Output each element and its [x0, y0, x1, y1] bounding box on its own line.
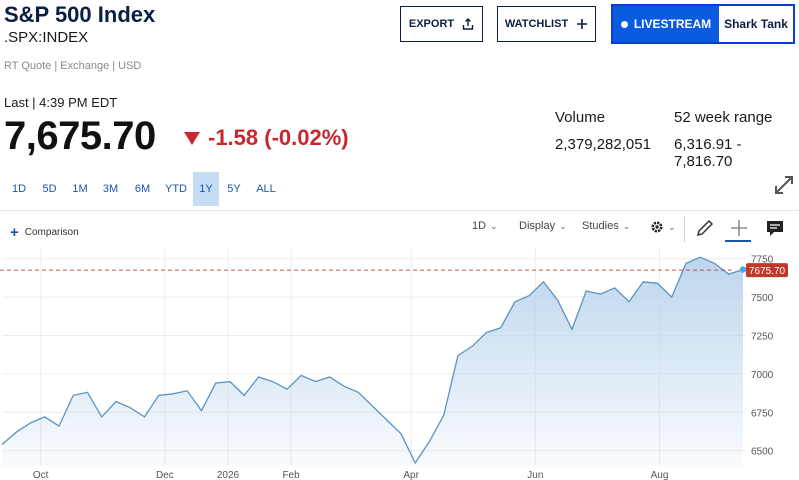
range-tab-3m[interactable]: 3M [102, 183, 119, 195]
show-link[interactable]: Shark Tank [724, 17, 788, 31]
range-tab-5d[interactable]: 5D [42, 183, 57, 195]
price-line [1, 256, 744, 465]
display-label: Display [519, 220, 556, 232]
x-tick-label: Aug [651, 470, 669, 480]
display-dropdown[interactable]: Display ⌄ [519, 220, 567, 232]
y-tick-label: 7750 [751, 255, 774, 266]
plus-icon [577, 19, 588, 29]
price-change-value: -1.58 (-0.02%) [208, 125, 349, 150]
livestream-widget: LIVESTREAM Shark Tank [611, 4, 795, 44]
livestream-label: LIVESTREAM [633, 17, 712, 31]
range-value: 6,316.91 - 7,816.70 [674, 136, 742, 170]
range-tab-1d[interactable]: 1D [11, 183, 27, 195]
range-tab-1m[interactable]: 1M [72, 183, 88, 195]
add-icon: + [10, 224, 19, 241]
range-tab-5y[interactable]: 5Y [227, 183, 241, 195]
y-tick-label: 7250 [751, 332, 774, 343]
x-tick-label: Dec [156, 470, 174, 480]
y-tick-label: 7500 [751, 293, 774, 304]
x-tick-label: Oct [33, 470, 49, 480]
chevron-down-icon: ⌄ [559, 220, 567, 231]
studies-dropdown[interactable]: Studies ⌄ [582, 220, 630, 232]
interval-dropdown[interactable]: 1D ⌄ [472, 220, 498, 232]
quote-meta: RT Quote | Exchange | USD [4, 60, 142, 72]
range-tab-all[interactable]: ALL [256, 183, 276, 195]
comment-icon[interactable] [764, 217, 786, 239]
y-tick-label: 6750 [751, 408, 774, 419]
export-button[interactable]: EXPORT [400, 6, 483, 42]
comparison-button[interactable]: + Comparison [10, 224, 79, 241]
range-tab-ytd[interactable]: YTD [165, 183, 187, 195]
x-tick-label: Apr [403, 470, 419, 480]
last-price-tag [746, 263, 788, 278]
y-tick-label: 7000 [751, 370, 774, 381]
comparison-label: Comparison [24, 227, 79, 238]
last-point-marker [739, 266, 747, 273]
last-price: 7,675.70 [4, 114, 156, 158]
export-label: EXPORT [408, 18, 455, 30]
live-dot-icon [620, 20, 628, 28]
x-tick-label: 2026 [217, 470, 240, 480]
interval-label: 1D [472, 220, 487, 232]
watchlist-label: WATCHLIST [504, 18, 569, 30]
chevron-down-icon: ⌄ [622, 220, 631, 231]
volume-label: Volume [555, 109, 606, 126]
chevron-down-icon: ⌄ [490, 220, 498, 231]
chevron-down-icon: ⌄ [668, 221, 676, 232]
price-change: -1.58 (-0.02%) [184, 125, 349, 151]
toolbar-divider [684, 216, 685, 242]
x-tick-label: Feb [282, 470, 300, 480]
studies-label: Studies [582, 220, 619, 232]
gear-icon [651, 221, 663, 233]
x-tick-label: Jun [527, 470, 543, 480]
range-tabs: 1D 5D 1M 3M 6M YTD 1Y 5Y ALL [0, 172, 283, 206]
crosshair-icon[interactable] [728, 217, 750, 239]
range-tab-1y[interactable]: 1Y [193, 172, 219, 206]
page-title: S&P 500 Index [4, 2, 156, 27]
chart-panel [0, 210, 799, 480]
down-arrow-icon [184, 131, 200, 145]
ticker-symbol: .SPX:INDEX [4, 29, 89, 46]
volume-value: 2,379,282,051 [555, 136, 651, 153]
livestream-button[interactable]: LIVESTREAM [613, 6, 719, 42]
y-tick-label: 6500 [751, 447, 774, 458]
price-area [2, 257, 743, 466]
watchlist-button[interactable]: WATCHLIST [497, 6, 596, 42]
expand-icon[interactable] [772, 173, 796, 197]
share-icon [462, 18, 474, 30]
range-label: 52 week range [674, 109, 773, 126]
last-trade-time: Last | 4:39 PM EDT [4, 95, 118, 110]
crosshair-active-indicator [725, 240, 751, 242]
pencil-icon[interactable] [694, 217, 716, 239]
last-price-tag-label: 7675.70 [749, 266, 786, 277]
settings-dropdown[interactable]: ⌄ [650, 220, 676, 234]
range-tab-6m[interactable]: 6M [134, 183, 151, 195]
